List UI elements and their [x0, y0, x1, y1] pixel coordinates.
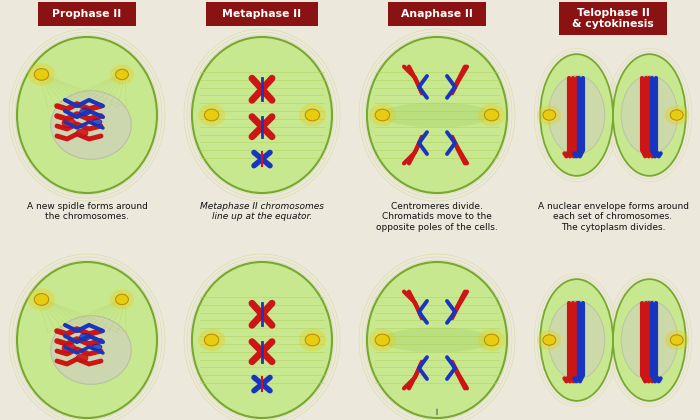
- Ellipse shape: [665, 330, 689, 350]
- Ellipse shape: [538, 105, 561, 125]
- Ellipse shape: [540, 54, 613, 176]
- Ellipse shape: [110, 64, 134, 84]
- Ellipse shape: [305, 109, 320, 121]
- Ellipse shape: [478, 329, 505, 351]
- Ellipse shape: [34, 294, 49, 305]
- Ellipse shape: [192, 262, 332, 418]
- Ellipse shape: [671, 335, 683, 345]
- Ellipse shape: [613, 54, 686, 176]
- Ellipse shape: [484, 334, 499, 346]
- Ellipse shape: [367, 262, 507, 418]
- Ellipse shape: [671, 110, 683, 120]
- Ellipse shape: [204, 109, 219, 121]
- Ellipse shape: [28, 288, 55, 311]
- Ellipse shape: [50, 91, 132, 159]
- Ellipse shape: [34, 68, 49, 80]
- FancyBboxPatch shape: [206, 2, 318, 26]
- Ellipse shape: [621, 300, 678, 380]
- Ellipse shape: [62, 118, 76, 128]
- Ellipse shape: [116, 294, 128, 304]
- Ellipse shape: [540, 279, 613, 401]
- Ellipse shape: [28, 63, 55, 86]
- Ellipse shape: [543, 335, 556, 345]
- Ellipse shape: [80, 333, 90, 341]
- Ellipse shape: [80, 108, 90, 116]
- FancyBboxPatch shape: [388, 2, 486, 26]
- Ellipse shape: [116, 69, 128, 80]
- Text: A new spidle forms around
the chromosomes.: A new spidle forms around the chromosome…: [27, 202, 148, 221]
- FancyBboxPatch shape: [559, 2, 667, 35]
- Ellipse shape: [305, 334, 320, 346]
- Text: Metaphase II: Metaphase II: [223, 9, 302, 19]
- Ellipse shape: [548, 76, 605, 155]
- Ellipse shape: [375, 334, 390, 346]
- Ellipse shape: [369, 329, 396, 351]
- Text: Prophase II: Prophase II: [52, 9, 122, 19]
- Ellipse shape: [92, 119, 102, 125]
- Ellipse shape: [76, 354, 88, 362]
- Ellipse shape: [548, 300, 605, 380]
- Ellipse shape: [192, 37, 332, 193]
- Ellipse shape: [110, 289, 134, 310]
- Ellipse shape: [92, 344, 102, 350]
- Text: Sister chromatids
separate: Sister chromatids separate: [403, 409, 470, 420]
- Ellipse shape: [76, 129, 88, 137]
- FancyBboxPatch shape: [38, 2, 136, 26]
- Ellipse shape: [367, 37, 507, 193]
- Ellipse shape: [17, 262, 157, 418]
- Ellipse shape: [62, 344, 76, 352]
- Ellipse shape: [665, 105, 689, 125]
- Ellipse shape: [204, 334, 219, 346]
- Ellipse shape: [299, 329, 326, 351]
- Ellipse shape: [621, 76, 678, 155]
- Ellipse shape: [538, 330, 561, 350]
- Text: Metaphase II chromosomes
line up at the equator.: Metaphase II chromosomes line up at the …: [200, 202, 324, 221]
- Text: Telophase II
& cytokinesis: Telophase II & cytokinesis: [572, 8, 654, 29]
- Text: Centromeres divide.
Chromatids move to the
opposite poles of the cells.: Centromeres divide. Chromatids move to t…: [376, 202, 498, 232]
- Ellipse shape: [484, 109, 499, 121]
- Ellipse shape: [381, 328, 493, 352]
- Ellipse shape: [381, 102, 493, 128]
- Ellipse shape: [198, 104, 225, 126]
- Ellipse shape: [478, 104, 505, 126]
- Ellipse shape: [50, 316, 132, 384]
- Ellipse shape: [198, 329, 225, 351]
- Text: Anaphase II: Anaphase II: [401, 9, 473, 19]
- Ellipse shape: [17, 37, 157, 193]
- Text: A nuclear envelope forms around
each set of chromosomes.
The cytoplasm divides.: A nuclear envelope forms around each set…: [538, 202, 689, 232]
- Ellipse shape: [543, 110, 556, 120]
- Ellipse shape: [613, 279, 686, 401]
- Ellipse shape: [369, 104, 396, 126]
- Ellipse shape: [299, 104, 326, 126]
- Ellipse shape: [375, 109, 390, 121]
